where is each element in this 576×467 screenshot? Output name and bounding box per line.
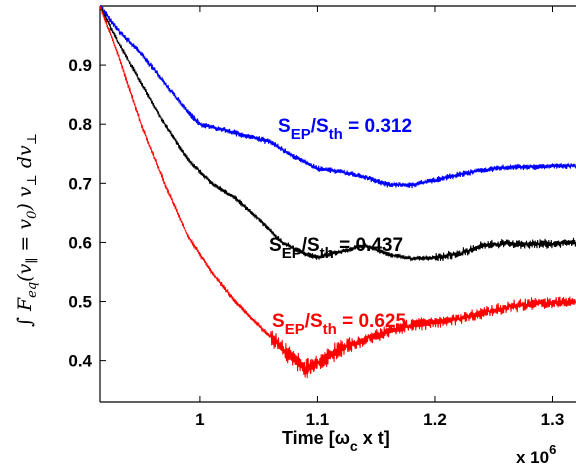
annotation-part: = 0.437 <box>334 235 403 256</box>
annotation-part: = 0.625 <box>337 311 407 332</box>
annotation-part: th <box>329 126 343 143</box>
x-tick-label: 1.1 <box>306 410 330 429</box>
x-label-part: ω <box>335 428 350 448</box>
series-line-2 <box>99 5 576 379</box>
y-tick-label: 0.7 <box>68 174 92 193</box>
annotation-part: S <box>278 116 291 137</box>
y-label-part: (v <box>14 263 36 281</box>
annotation-part: EP <box>291 126 311 143</box>
series-annotation-1: SEP/Sth = 0.437 <box>269 235 403 262</box>
multiplier-exp: 6 <box>549 442 556 457</box>
annotation-part: S <box>269 235 282 256</box>
y-label-part: ⊥ <box>25 133 40 145</box>
x-tick-label: 1.3 <box>541 410 565 429</box>
x-tick-label: 1 <box>195 410 204 429</box>
y-label-part: dv <box>14 145 36 174</box>
y-label-part: ⊥ <box>25 174 40 186</box>
series-line-1 <box>99 5 576 262</box>
multiplier-base: x 10 <box>516 448 549 467</box>
x-axis-label: Time [ωc x t] <box>282 428 390 454</box>
series-line-0 <box>99 5 576 189</box>
x-label-part: x t] <box>358 428 390 448</box>
annotation-part: S <box>272 311 285 332</box>
y-label-part: ∥ <box>25 258 40 264</box>
annotation-part: /S <box>305 311 323 332</box>
y-tick-label: 0.8 <box>68 115 92 134</box>
x-label-part: Time [ <box>282 428 335 448</box>
y-tick-label: 0.9 <box>68 56 92 75</box>
series-annotation-2: SEP/Sth = 0.625 <box>272 311 406 338</box>
y-axis-label: ∫ Feq(v∥ = v0) v⊥ dv⊥ <box>14 133 40 327</box>
y-label-part: 0 <box>25 211 40 219</box>
ticks-layer: 1 1.1 1.2 1.3 0.4 0.5 0.6 0.7 0.8 0.9 <box>68 6 564 429</box>
y-label-part: eq <box>25 282 40 298</box>
x-tick-label: 1.2 <box>423 410 447 429</box>
x-label-part: c <box>350 438 358 454</box>
y-label-part: ∫ F <box>14 297 36 327</box>
y-label-part: = v <box>14 219 36 258</box>
annotation-part: th <box>320 245 334 262</box>
y-label-part: ) v <box>14 186 36 211</box>
y-tick-label: 0.5 <box>68 293 92 312</box>
series-layer <box>99 5 576 379</box>
series-annotation-0: SEP/Sth = 0.312 <box>278 116 412 143</box>
annotation-part: EP <box>285 321 305 338</box>
annotation-part: EP <box>282 245 302 262</box>
annotation-part: = 0.312 <box>343 116 412 137</box>
plot-area <box>99 5 576 403</box>
annotation-part: th <box>323 321 337 338</box>
x-multiplier: x 106 <box>516 442 556 467</box>
y-tick-label: 0.4 <box>68 352 92 371</box>
annotation-part: /S <box>302 235 320 256</box>
annotation-part: /S <box>311 116 329 137</box>
y-tick-label: 0.6 <box>68 233 92 252</box>
